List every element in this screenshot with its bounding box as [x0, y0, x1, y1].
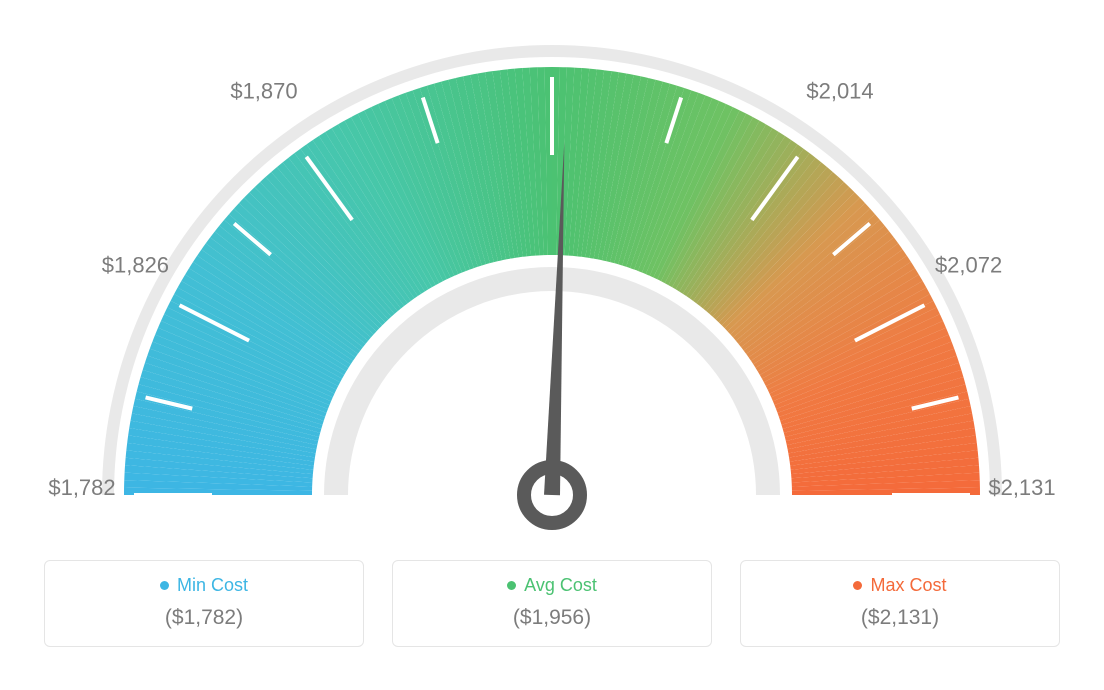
cost-gauge: $1,782 $1,826 $1,870 $1,956 $2,014 $2,072 $2,1… [0, 0, 1104, 560]
legend-min-dot-icon [160, 581, 169, 590]
gauge-tick-label: $2,131 [988, 475, 1055, 500]
legend-min-label: Min Cost [177, 575, 248, 596]
legend-avg-value: ($1,956) [413, 606, 691, 630]
legend-max-title: Max Cost [853, 575, 946, 596]
gauge-tick-label: $2,014 [806, 79, 873, 104]
legend-row: Min Cost ($1,782) Avg Cost ($1,956) Max … [0, 560, 1104, 647]
legend-min-value: ($1,782) [65, 606, 343, 630]
legend-avg-title: Avg Cost [507, 575, 597, 596]
legend-max-dot-icon [853, 581, 862, 590]
legend-max-label: Max Cost [870, 575, 946, 596]
legend-max-value: ($2,131) [761, 606, 1039, 630]
gauge-tick-label: $1,870 [230, 79, 297, 104]
legend-avg-box: Avg Cost ($1,956) [392, 560, 712, 647]
gauge-tick-label: $1,956 [518, 0, 585, 2]
legend-min-box: Min Cost ($1,782) [44, 560, 364, 647]
gauge-tick-label: $1,826 [102, 253, 169, 278]
legend-avg-dot-icon [507, 581, 516, 590]
gauge-tick-label: $2,072 [935, 253, 1002, 278]
legend-avg-label: Avg Cost [524, 575, 597, 596]
legend-min-title: Min Cost [160, 575, 248, 596]
gauge-tick-label: $1,782 [48, 475, 115, 500]
gauge-svg: $1,782 $1,826 $1,870 $1,956 $2,014 $2,072 $2,1… [0, 0, 1104, 560]
legend-max-box: Max Cost ($2,131) [740, 560, 1060, 647]
